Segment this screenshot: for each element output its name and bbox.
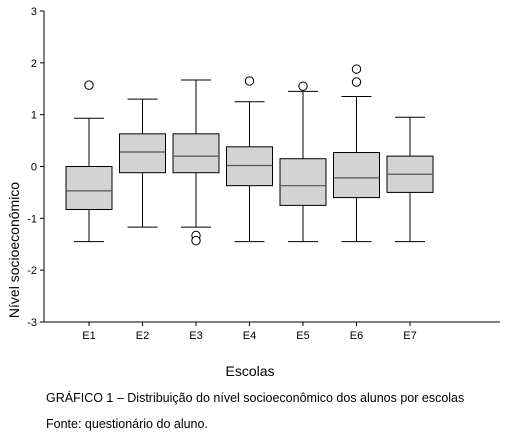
- outlier-point: [298, 81, 308, 91]
- y-axis-label: Nível socioeconômico: [6, 182, 22, 318]
- y-tick-label: -3: [27, 317, 37, 329]
- outlier-point: [351, 64, 362, 74]
- chart-axes: -3 -2 -1 0 1 2 3 E1 E2 E3 E4 E5 E6 E7: [27, 6, 500, 342]
- figure-source: Fonte: questionário do aluno.: [46, 417, 208, 431]
- x-tick-label: E5: [296, 330, 309, 342]
- x-tick-label: E1: [82, 330, 95, 342]
- x-tick-label: E4: [243, 330, 256, 342]
- box-e2: [119, 98, 166, 228]
- box-series: [65, 64, 434, 246]
- outlier-point: [244, 76, 255, 86]
- box-e4: [226, 76, 273, 243]
- x-tick-label: E6: [350, 330, 363, 342]
- x-tick-label: E3: [189, 330, 202, 342]
- y-tick-label: -1: [27, 213, 37, 225]
- y-tick-label: 1: [31, 110, 37, 122]
- interquartile-box: [65, 166, 113, 211]
- box-e7: [386, 116, 434, 243]
- figure-caption: GRÁFICO 1 – Distribuição do nível socioe…: [46, 391, 465, 405]
- outlier-point: [191, 235, 201, 246]
- x-tick-label: E2: [136, 330, 149, 342]
- x-axis-label: Escolas: [225, 363, 274, 379]
- interquartile-box: [172, 133, 220, 174]
- outlier-point: [84, 80, 94, 90]
- box-e3: [172, 79, 220, 246]
- interquartile-box: [333, 152, 380, 199]
- interquartile-box: [279, 158, 327, 206]
- x-tick-label: E7: [403, 330, 416, 342]
- y-tick-label: -2: [27, 265, 37, 277]
- y-tick-label: 3: [31, 6, 37, 18]
- y-tick-label: 0: [31, 162, 37, 174]
- box-plot-chart: -3 -2 -1 0 1 2 3 E1 E2 E3 E4 E5 E6 E7 Escolas Nível s…: [6, 6, 500, 379]
- y-tick-label: 2: [31, 58, 37, 70]
- box-e1: [65, 80, 113, 243]
- outlier-point: [351, 77, 362, 87]
- box-e5: [279, 81, 327, 243]
- interquartile-box: [119, 133, 166, 174]
- interquartile-box: [226, 146, 273, 187]
- box-e6: [333, 64, 380, 243]
